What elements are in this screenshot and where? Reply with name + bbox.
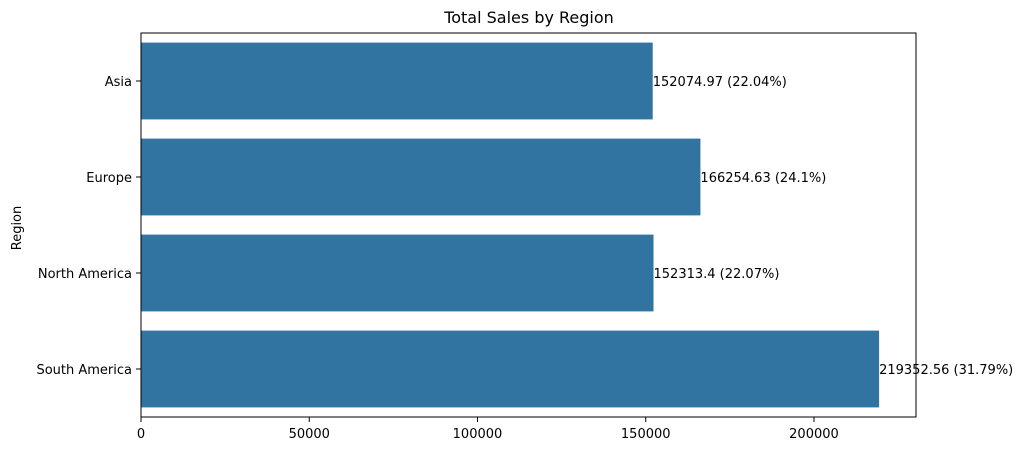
bar-europe [141, 138, 701, 216]
y-axis: Asia Europe North America South America [36, 75, 141, 378]
chart-title: Total Sales by Region [443, 8, 614, 27]
plot-frame [140, 32, 917, 418]
data-label: 166254.63 (24.1%) [700, 171, 826, 186]
y-tick-label: South America [36, 363, 132, 378]
x-axis: 0 50000 100000 150000 200000 [137, 417, 839, 442]
y-axis-label: Region [10, 206, 25, 251]
y-tick-label: Asia [105, 75, 132, 90]
data-label: 152313.4 (22.07%) [654, 267, 780, 282]
bars-group [141, 42, 880, 408]
data-label: 152074.97 (22.04%) [653, 75, 787, 90]
x-tick-label: 50000 [289, 427, 330, 442]
x-tick-label: 100000 [453, 427, 503, 442]
bar-south-america [141, 330, 880, 408]
bar-asia [141, 42, 653, 120]
bar-north-america [141, 234, 654, 312]
x-tick-label: 200000 [789, 427, 839, 442]
data-labels-group: 152074.97 (22.04%) 166254.63 (24.1%) 15231… [653, 75, 1014, 378]
data-label: 219352.56 (31.79%) [879, 363, 1013, 378]
y-tick-label: Europe [86, 171, 132, 186]
x-tick-label: 0 [137, 427, 145, 442]
x-tick-label: 150000 [621, 427, 671, 442]
y-tick-label: North America [38, 267, 132, 282]
